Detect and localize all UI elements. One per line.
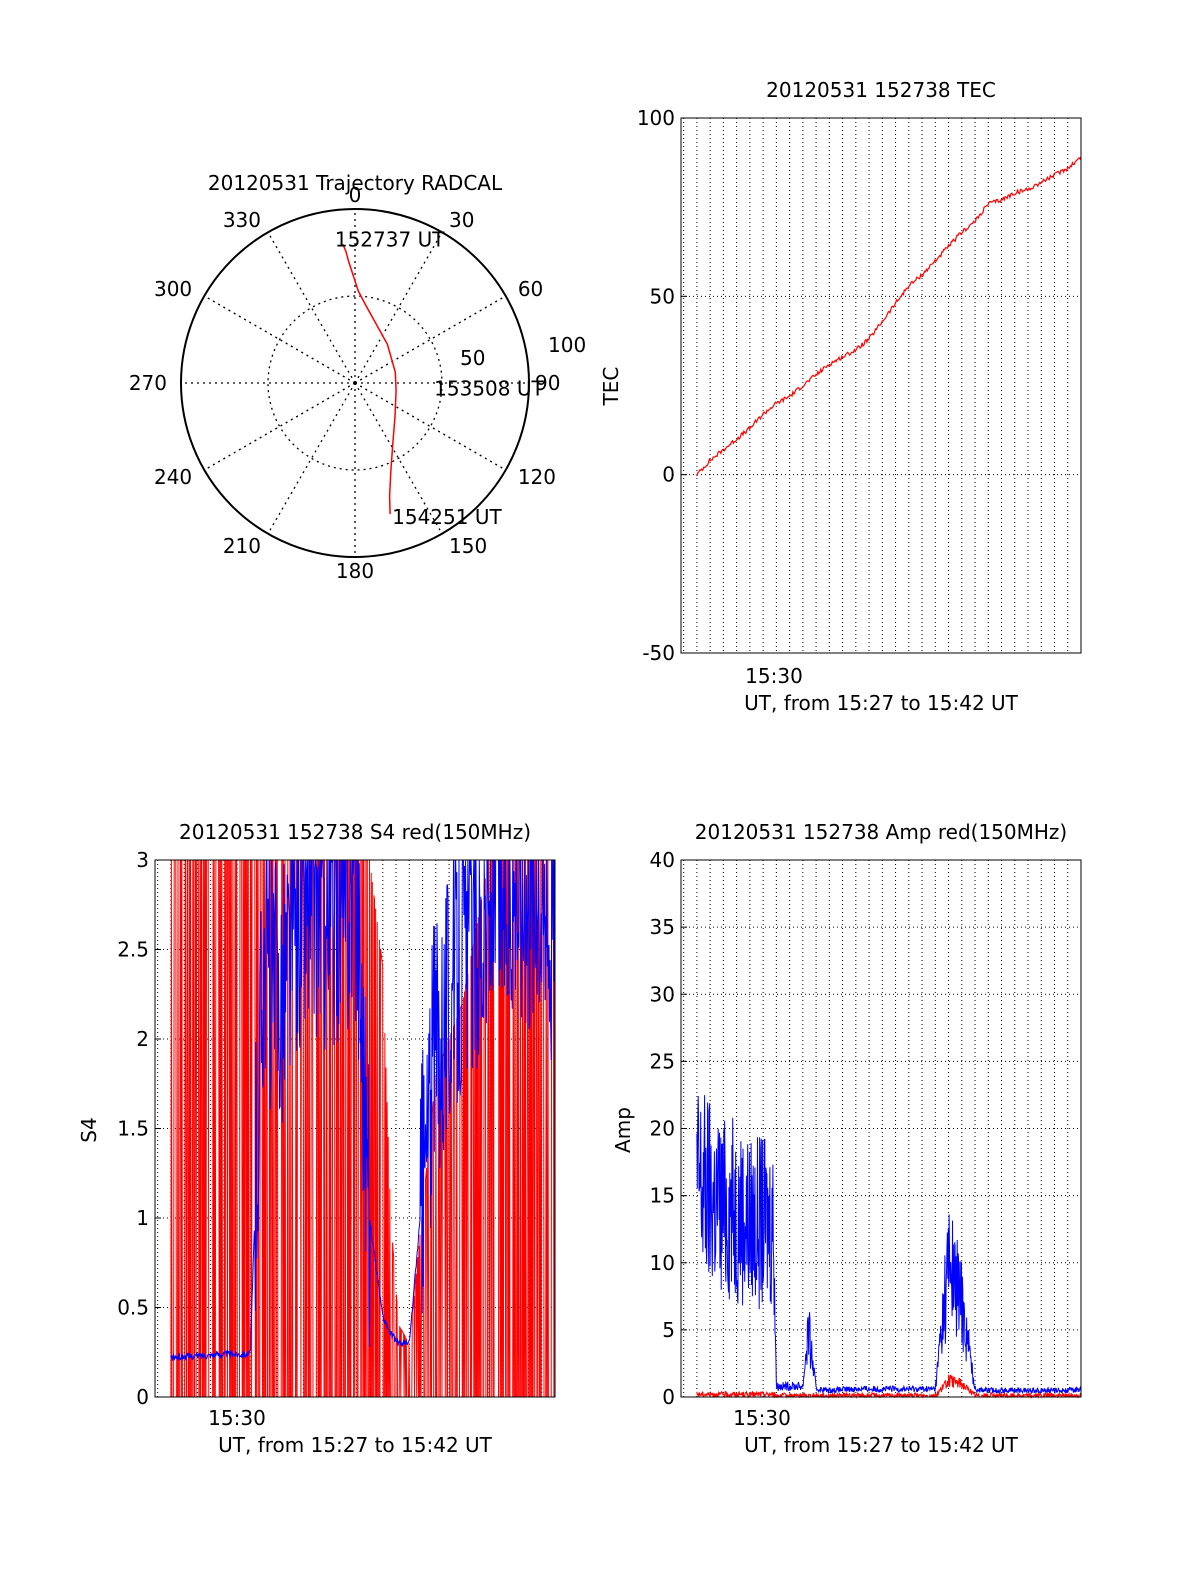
s4-y-tick-label: 0.5 [117, 1296, 149, 1320]
s4-x-axis-label: UT, from 15:27 to 15:42 UT [218, 1433, 493, 1457]
amp-y-tick-label: 0 [662, 1385, 675, 1409]
s4-y-tick-label: 3 [136, 848, 149, 872]
polar-spoke-150 [354, 382, 443, 535]
tec-y-tick-label: 0 [662, 463, 675, 487]
polar-spoke-120 [354, 382, 507, 471]
polar-spoke-30 [354, 231, 443, 384]
s4-title: 20120531 152738 S4 red(150MHz) [179, 820, 531, 844]
polar-angle-label: 30 [449, 208, 474, 232]
polar-angle-label: 90 [535, 371, 560, 395]
amp-title: 20120531 152738 Amp red(150MHz) [695, 820, 1067, 844]
tec-panel: 20120531 152738 TEC -50 0 50 100 15:30 UT, … [599, 78, 1082, 715]
amp-x-axis-label: UT, from 15:27 to 15:42 UT [744, 1433, 1019, 1457]
amp-panel: 20120531 152738 Amp red(150MHz) 0 5 10 15 20… [611, 820, 1082, 1457]
polar-spoke-330 [267, 231, 356, 384]
amp-x-tick-label: 15:30 [733, 1406, 791, 1430]
amp-y-ticks: 0 5 10 15 20 25 30 35 40 [650, 848, 687, 1409]
s4-y-tick-label: 2.5 [117, 938, 149, 962]
s4-panel: 20120531 152738 S4 red(150MHz) 0 0.5 1 1.5 2… [77, 820, 556, 1457]
polar-trajectory-line [342, 244, 397, 515]
amp-y-axis-label: Amp [611, 1107, 635, 1153]
polar-radius-label-50: 50 [460, 346, 485, 370]
s4-y-axis-label: S4 [77, 1117, 101, 1142]
polar-title: 20120531 Trajectory RADCAL [208, 171, 503, 195]
polar-spoke-60 [354, 295, 507, 384]
tec-plot-frame [680, 117, 1082, 654]
polar-panel: 20120531 Trajectory RADCAL 0 30 60 90 120 150… [129, 171, 586, 583]
polar-angle-label: 150 [449, 534, 487, 558]
s4-series-blue-line [170, 859, 556, 1362]
tec-series-red-line [696, 156, 1082, 477]
polar-spoke-210 [267, 382, 356, 535]
tec-x-tick-label: 15:30 [745, 664, 803, 688]
tec-series [696, 156, 1082, 477]
s4-y-tick-label: 1 [136, 1206, 149, 1230]
amp-y-tick-label: 15 [650, 1184, 675, 1208]
tec-title: 20120531 152738 TEC [766, 78, 996, 102]
amp-y-tick-label: 35 [650, 915, 675, 939]
polar-grid [181, 209, 529, 557]
polar-angle-label: 180 [336, 559, 374, 583]
amp-series-blue-line [696, 1095, 1082, 1395]
polar-ring-50 [267, 295, 443, 471]
polar-angle-label: 330 [223, 208, 261, 232]
polar-annotation-mid: 153508 UT [434, 376, 544, 400]
amp-y-tick-label: 10 [650, 1251, 675, 1275]
s4-y-ticks: 0 0.5 1 1.5 2 2.5 3 [117, 848, 161, 1409]
tec-y-ticks: -50 0 50 100 [637, 106, 687, 665]
polar-angle-label: 300 [154, 277, 192, 301]
amp-y-tick-label: 5 [662, 1318, 675, 1342]
polar-annotation-end: 154251 UT [392, 505, 502, 529]
polar-angle-label: 240 [154, 465, 192, 489]
polar-angle-label: 0 [349, 183, 362, 207]
polar-angle-label: 60 [518, 277, 543, 301]
polar-spoke-300 [203, 295, 356, 384]
s4-y-tick-label: 0 [136, 1385, 149, 1409]
tec-y-tick-label: 100 [637, 106, 675, 130]
amp-y-tick-label: 25 [650, 1049, 675, 1073]
s4-x-tick-label: 15:30 [208, 1406, 266, 1430]
polar-angle-labels: 0 30 60 90 120 150 180 210 240 270 300 330 [129, 183, 561, 583]
polar-spoke-240 [203, 382, 356, 471]
polar-annotation-start: 152737 UT [335, 227, 445, 251]
tec-y-tick-label: 50 [650, 284, 675, 308]
tec-x-axis-label: UT, from 15:27 to 15:42 UT [744, 691, 1019, 715]
amp-y-tick-label: 40 [650, 848, 675, 872]
polar-angle-label: 120 [518, 465, 556, 489]
s4-y-tick-label: 2 [136, 1027, 149, 1051]
tec-y-axis-label: TEC [599, 367, 623, 407]
tec-y-tick-label: -50 [642, 641, 675, 665]
amp-y-tick-label: 20 [650, 1117, 675, 1141]
polar-angle-label: 270 [129, 371, 167, 395]
amp-y-tick-label: 30 [650, 982, 675, 1006]
polar-outer-ring [180, 208, 530, 558]
s4-y-tick-label: 1.5 [117, 1117, 149, 1141]
polar-angle-label: 210 [223, 534, 261, 558]
polar-radius-label-100: 100 [548, 333, 586, 357]
